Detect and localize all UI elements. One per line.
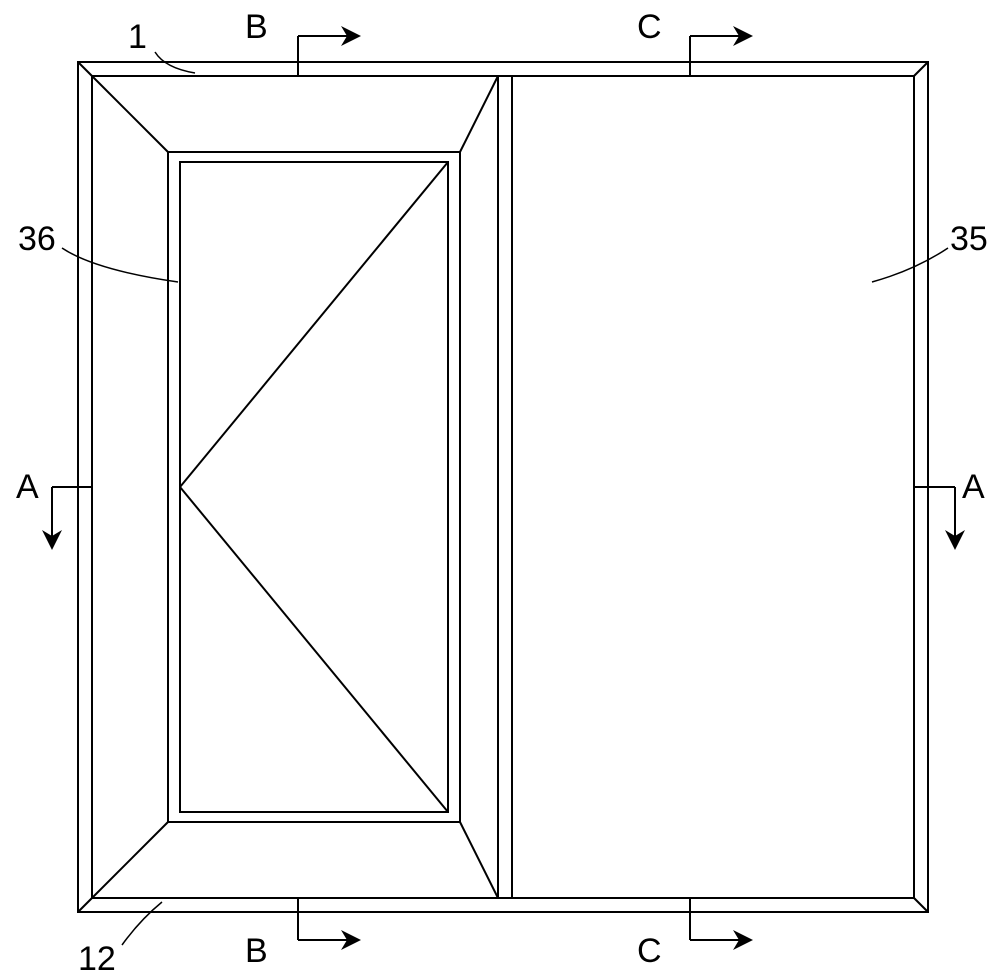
label-36: 36 (18, 220, 56, 259)
label-12: 12 (78, 940, 116, 979)
casement-line-1 (180, 162, 448, 487)
label-1: 1 (128, 18, 147, 57)
left-sash-inner (168, 152, 460, 822)
inner-frame (92, 76, 914, 898)
leader-35 (872, 248, 948, 282)
label-a-right: A (962, 468, 985, 507)
label-c-top: C (637, 8, 662, 47)
miter-tr (914, 62, 928, 76)
diagram-svg (0, 0, 1000, 978)
miter-br (914, 898, 928, 912)
label-35: 35 (950, 220, 988, 259)
label-a-left: A (16, 468, 39, 507)
label-b-bottom: B (245, 932, 268, 971)
outer-frame (78, 62, 928, 912)
window-diagram: 1 36 35 12 B B C C A A (0, 0, 1000, 978)
miter-bl (78, 898, 92, 912)
leader-36 (62, 248, 178, 282)
sash-miter-tr (460, 76, 498, 152)
label-b-top: B (245, 8, 268, 47)
sash-miter-br (460, 822, 498, 898)
label-c-bottom: C (637, 932, 662, 971)
left-sash-rebate (180, 162, 448, 812)
leader-12 (122, 902, 162, 945)
sash-miter-tl (92, 76, 168, 152)
sash-miter-bl (92, 822, 168, 898)
casement-line-2 (180, 487, 448, 812)
miter-tl (78, 62, 92, 76)
